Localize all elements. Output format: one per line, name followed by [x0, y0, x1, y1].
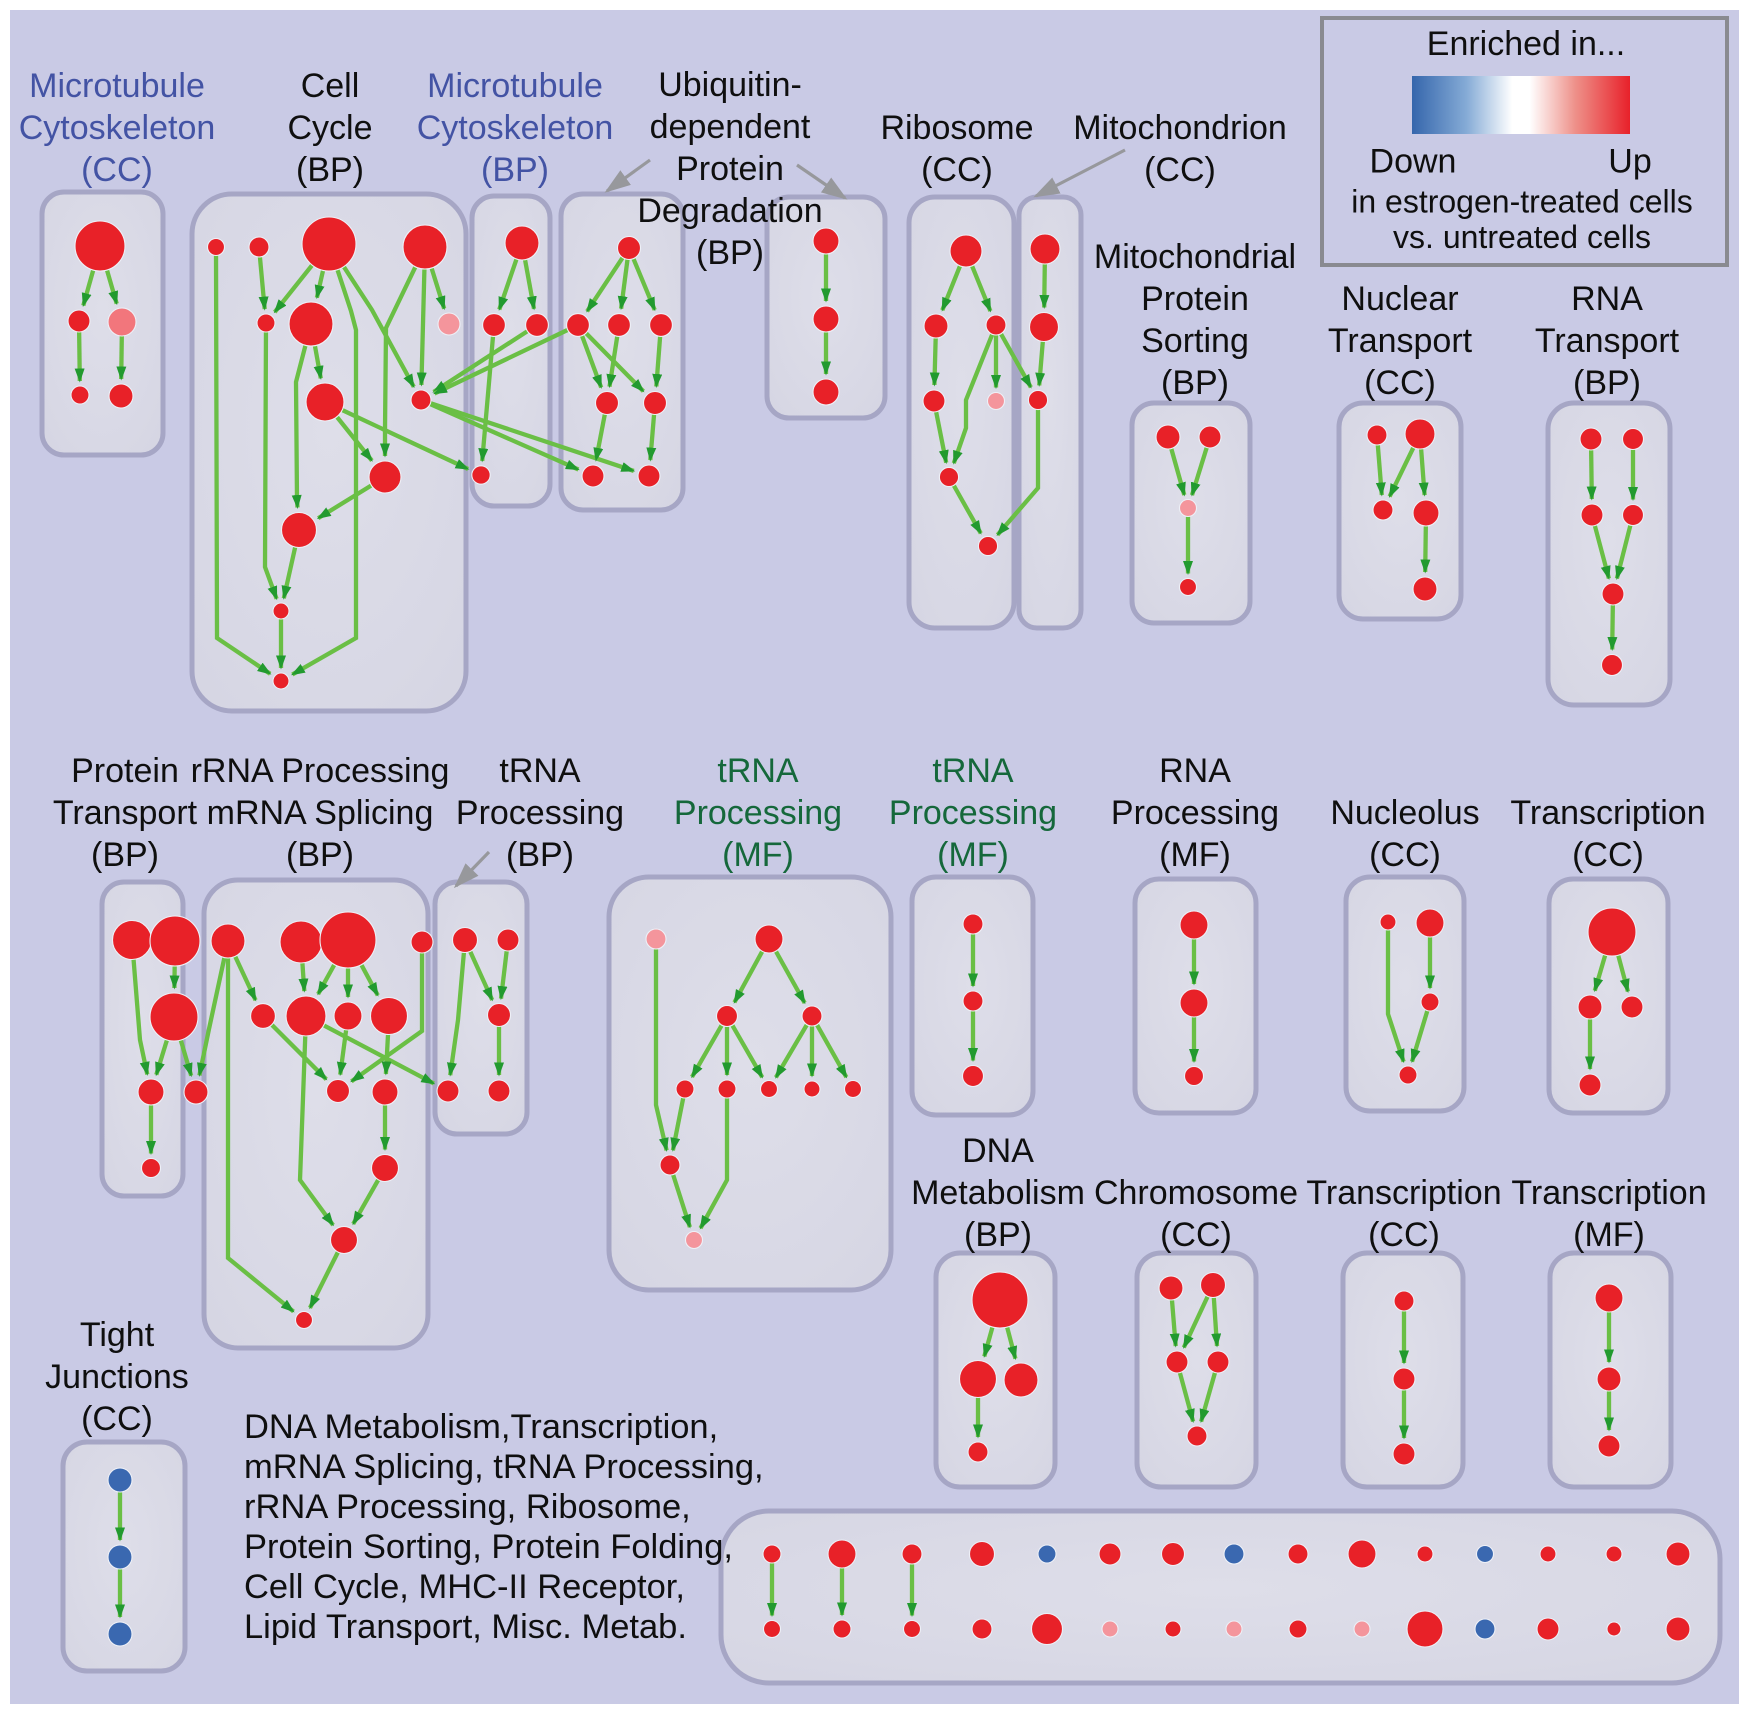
svg-text:Processing: Processing — [456, 794, 624, 832]
svg-text:Transport: Transport — [1328, 322, 1473, 360]
svg-text:Microtubule: Microtubule — [29, 67, 205, 105]
svg-text:(MF): (MF) — [937, 836, 1009, 874]
svg-text:Processing: Processing — [1111, 794, 1279, 832]
svg-text:(CC): (CC) — [1369, 836, 1441, 874]
svg-text:Sorting: Sorting — [1141, 322, 1249, 360]
svg-text:Up: Up — [1608, 143, 1651, 181]
svg-text:Enriched in...: Enriched in... — [1427, 25, 1625, 63]
svg-text:mRNA Splicing: mRNA Splicing — [207, 794, 434, 832]
svg-text:tRNA: tRNA — [499, 752, 581, 790]
svg-text:DNA: DNA — [962, 1132, 1034, 1170]
svg-text:(CC): (CC) — [81, 151, 153, 189]
svg-text:rRNA Processing, Ribosome,: rRNA Processing, Ribosome, — [244, 1488, 691, 1526]
svg-text:(MF): (MF) — [1573, 1216, 1645, 1254]
svg-text:(MF): (MF) — [722, 836, 794, 874]
svg-text:Protein: Protein — [71, 752, 179, 790]
svg-text:Transport: Transport — [1535, 322, 1680, 360]
svg-text:Cytoskeleton: Cytoskeleton — [417, 109, 614, 147]
svg-text:Microtubule: Microtubule — [427, 67, 603, 105]
svg-text:(BP): (BP) — [506, 836, 574, 874]
svg-text:(BP): (BP) — [481, 151, 549, 189]
svg-text:Nucleolus: Nucleolus — [1330, 794, 1479, 832]
svg-text:(CC): (CC) — [81, 1400, 153, 1438]
svg-text:vs. untreated cells: vs. untreated cells — [1393, 219, 1651, 255]
svg-text:Transport: Transport — [53, 794, 198, 832]
svg-text:(BP): (BP) — [964, 1216, 1032, 1254]
svg-text:Ribosome: Ribosome — [880, 109, 1033, 147]
svg-text:(BP): (BP) — [696, 234, 764, 272]
svg-text:(BP): (BP) — [1573, 364, 1641, 402]
svg-text:(CC): (CC) — [1572, 836, 1644, 874]
svg-text:dependent: dependent — [650, 108, 811, 146]
svg-text:(BP): (BP) — [1161, 364, 1229, 402]
svg-text:(BP): (BP) — [296, 151, 364, 189]
svg-text:Down: Down — [1370, 143, 1457, 181]
svg-text:Cycle: Cycle — [287, 109, 372, 147]
svg-text:mRNA Splicing, tRNA Processing: mRNA Splicing, tRNA Processing, — [244, 1448, 764, 1486]
svg-text:Mitochondrion: Mitochondrion — [1073, 109, 1287, 147]
svg-text:(CC): (CC) — [1144, 151, 1216, 189]
svg-text:Ubiquitin-: Ubiquitin- — [658, 66, 802, 104]
svg-text:DNA Metabolism,Transcription,: DNA Metabolism,Transcription, — [244, 1408, 718, 1446]
svg-text:Processing: Processing — [889, 794, 1057, 832]
svg-text:(CC): (CC) — [1160, 1216, 1232, 1254]
svg-text:(BP): (BP) — [286, 836, 354, 874]
svg-text:Protein: Protein — [676, 150, 784, 188]
svg-text:in estrogen-treated cells: in estrogen-treated cells — [1351, 184, 1693, 220]
svg-text:Transcription: Transcription — [1511, 1174, 1706, 1212]
svg-text:Mitochondrial: Mitochondrial — [1094, 238, 1296, 276]
svg-text:Cell: Cell — [301, 67, 360, 105]
svg-text:Transcription: Transcription — [1306, 1174, 1501, 1212]
svg-text:Degradation: Degradation — [637, 192, 822, 230]
svg-text:Processing: Processing — [674, 794, 842, 832]
svg-text:Nuclear: Nuclear — [1341, 280, 1458, 318]
svg-text:tRNA: tRNA — [717, 752, 799, 790]
svg-text:Cytoskeleton: Cytoskeleton — [19, 109, 216, 147]
svg-text:Protein Sorting, Protein Foldi: Protein Sorting, Protein Folding, — [244, 1528, 733, 1566]
svg-text:(CC): (CC) — [921, 151, 993, 189]
svg-text:Tight: Tight — [80, 1316, 155, 1354]
svg-text:Metabolism: Metabolism — [911, 1174, 1085, 1212]
svg-text:(CC): (CC) — [1368, 1216, 1440, 1254]
svg-text:RNA: RNA — [1159, 752, 1231, 790]
svg-text:Cell Cycle, MHC-II Receptor,: Cell Cycle, MHC-II Receptor, — [244, 1568, 685, 1606]
svg-text:Transcription: Transcription — [1510, 794, 1705, 832]
svg-text:(CC): (CC) — [1364, 364, 1436, 402]
svg-text:Lipid Transport, Misc. Metab.: Lipid Transport, Misc. Metab. — [244, 1608, 687, 1646]
svg-text:(MF): (MF) — [1159, 836, 1231, 874]
svg-text:Junctions: Junctions — [45, 1358, 189, 1396]
svg-text:tRNA: tRNA — [932, 752, 1014, 790]
svg-text:RNA: RNA — [1571, 280, 1643, 318]
svg-text:Chromosome: Chromosome — [1094, 1174, 1298, 1212]
svg-text:Protein: Protein — [1141, 280, 1249, 318]
svg-text:rRNA Processing: rRNA Processing — [191, 752, 450, 790]
svg-text:(BP): (BP) — [91, 836, 159, 874]
